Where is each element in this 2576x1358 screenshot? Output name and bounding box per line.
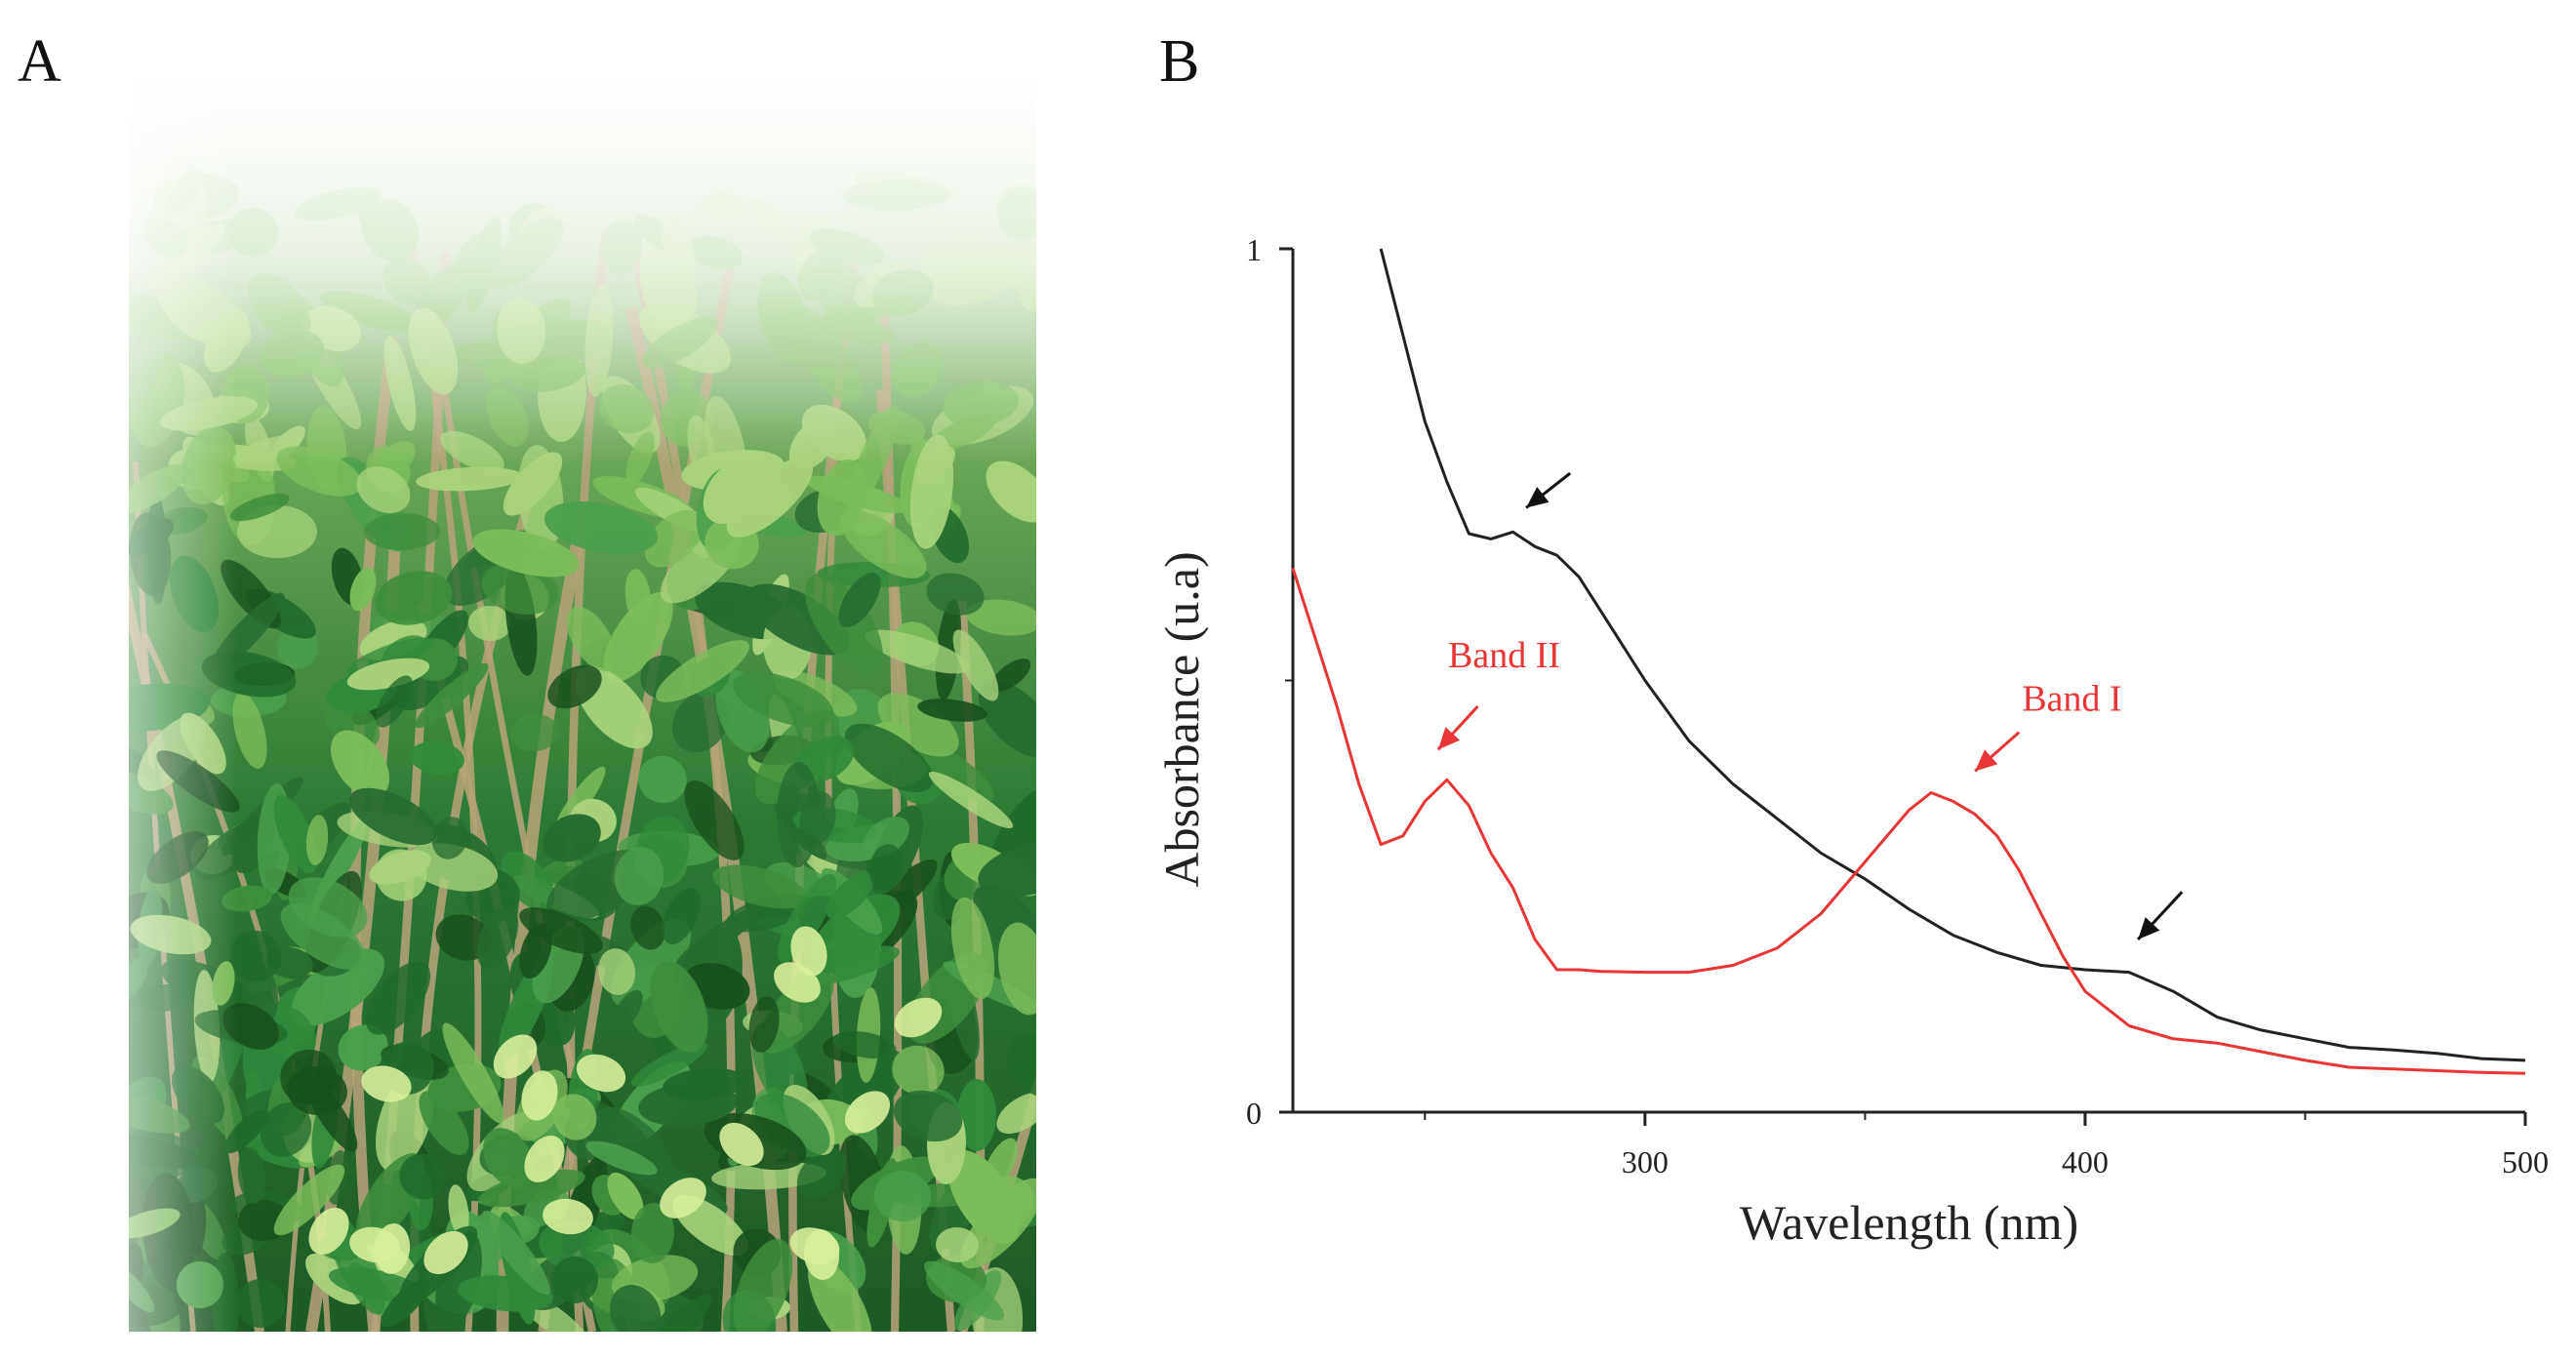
series-line-1 — [1379, 248, 2526, 1062]
panel-label-b: B — [1159, 28, 1200, 95]
x-tick-label: 300 — [1622, 1144, 1669, 1179]
annotation-label-1: Band II — [1448, 635, 1560, 676]
absorbance-chart: 300 400 500 0 1 Band II Band I Wavelength (nm… — [1122, 195, 2576, 1358]
y-tick-label: 0 — [1246, 1096, 1262, 1131]
chart-axes — [1291, 249, 2525, 1114]
x-axis-label: Wavelength (nm) — [1740, 1195, 2078, 1250]
photo-edge-fade — [129, 59, 1036, 1332]
y-axis-label: Absorbance (u.a) — [1154, 551, 1209, 887]
annotation-arrowhead-2 — [1975, 749, 1998, 772]
annotation-arrowhead-1 — [1437, 727, 1461, 750]
shrub-photo-canvas — [129, 59, 1036, 1332]
y-tick-label: 1 — [1246, 232, 1262, 267]
panel-label-a: A — [18, 28, 61, 95]
chart-series — [1291, 248, 2526, 1075]
absorbance-chart-canvas: 300 400 500 0 1 Band II Band I Wavelength (nm… — [1154, 232, 2549, 1250]
chart-annotations: Band II Band I — [1436, 471, 2184, 941]
annotation-arrowhead-3 — [1526, 487, 1550, 508]
chart-ticks: 300 400 500 0 1 — [1246, 232, 2549, 1179]
shrub-photo — [129, 59, 1036, 1332]
series-line-2 — [1291, 568, 2526, 1075]
annotation-arrowhead-4 — [2138, 917, 2160, 939]
x-tick-label: 400 — [2062, 1144, 2109, 1179]
annotation-label-2: Band I — [2022, 678, 2121, 719]
x-tick-label: 500 — [2502, 1144, 2549, 1179]
